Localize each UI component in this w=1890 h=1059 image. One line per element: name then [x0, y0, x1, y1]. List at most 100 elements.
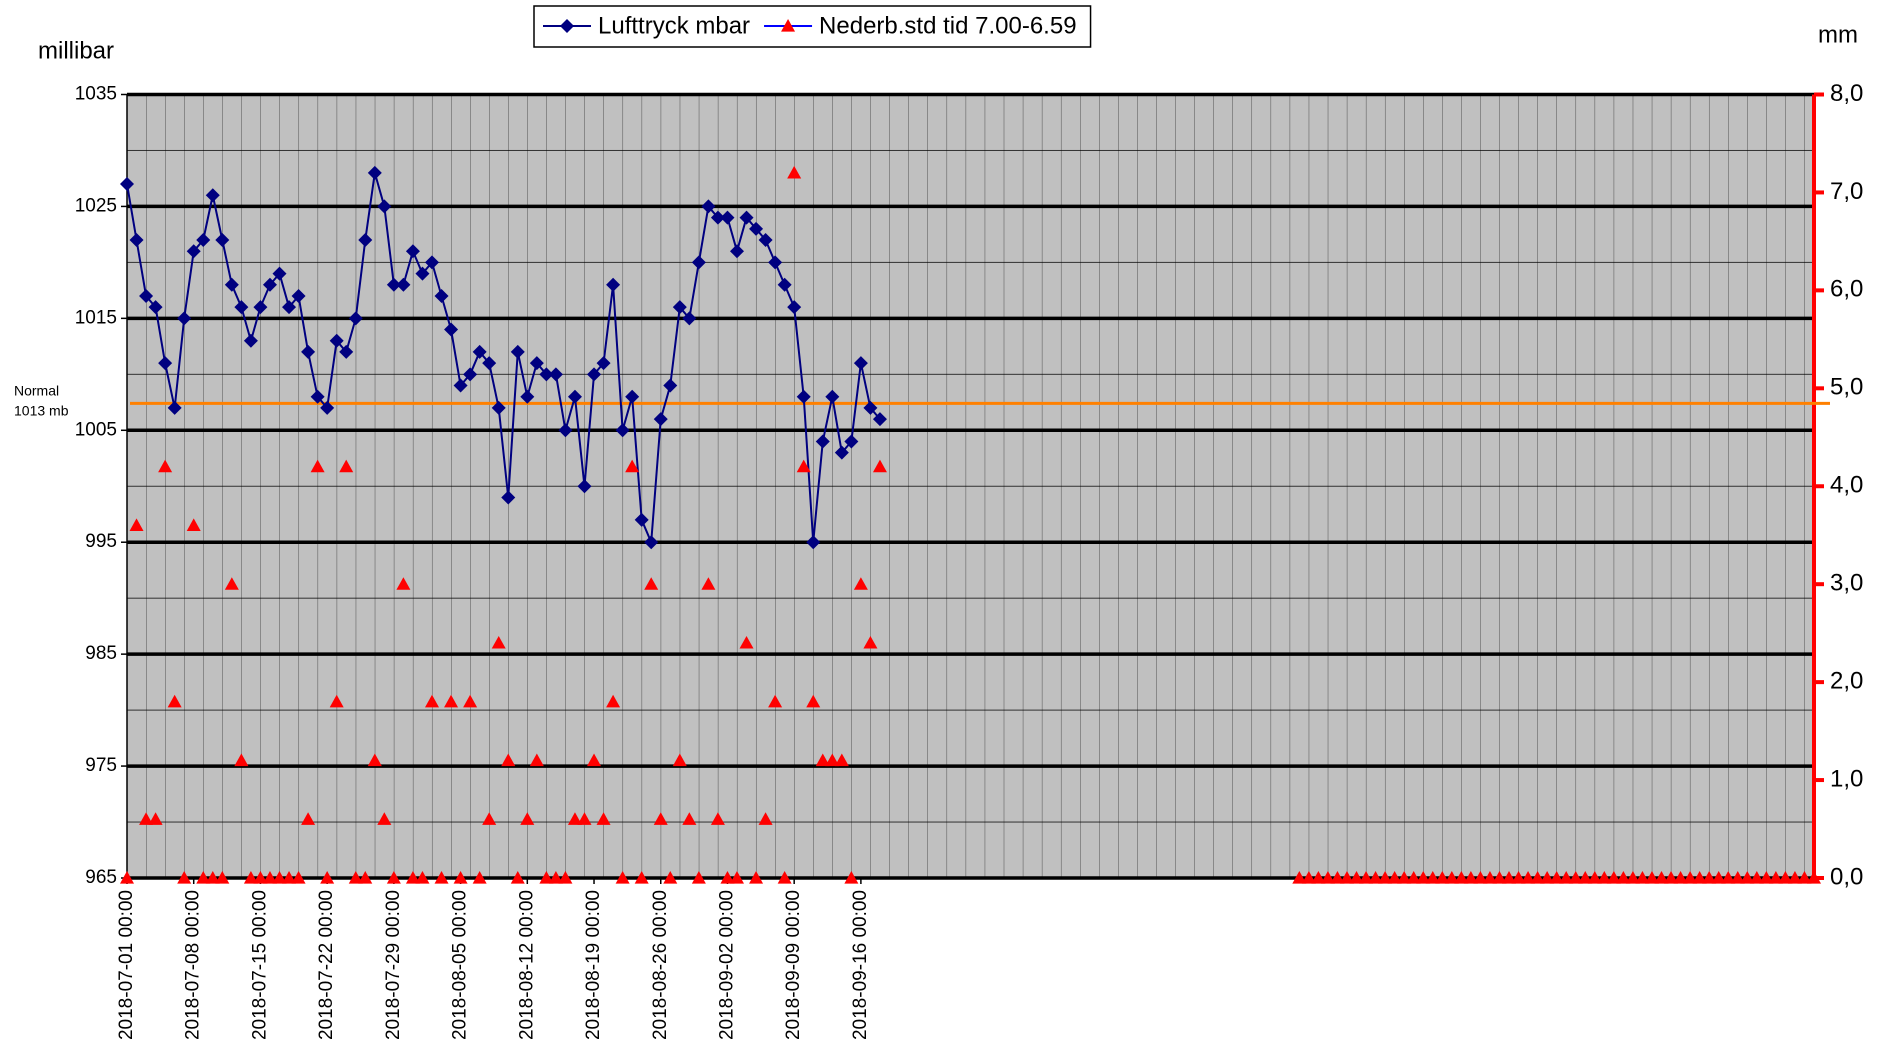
triangle-marker: [129, 518, 144, 532]
y-tick-label: 985: [85, 643, 117, 664]
triangle-marker: [1559, 871, 1574, 884]
diamond-marker: [405, 244, 420, 259]
triangle-marker: [1444, 871, 1459, 884]
triangle-marker: [1578, 871, 1593, 884]
triangle-marker: [215, 871, 230, 884]
triangle-marker: [196, 871, 211, 884]
diamond-marker: [396, 277, 411, 292]
triangle-marker: [310, 459, 325, 473]
triangle-marker: [825, 753, 840, 767]
triangle-marker: [701, 577, 716, 590]
triangle-marker: [644, 577, 659, 590]
triangle-marker: [729, 871, 744, 884]
diamond-marker: [291, 288, 306, 303]
triangle-marker: [358, 871, 373, 884]
triangle-marker: [606, 694, 621, 708]
diamond-marker: [186, 244, 201, 259]
x-tick-label: 2018-09-16 00:00: [850, 890, 871, 1040]
diamond-marker: [615, 423, 630, 438]
y-tick-label: 1025: [75, 195, 117, 216]
triangle-marker: [320, 871, 335, 884]
triangle-marker: [1692, 871, 1707, 884]
triangle-marker: [787, 165, 802, 179]
triangle-marker: [434, 871, 449, 884]
triangle-marker: [1387, 871, 1402, 884]
triangle-marker: [691, 871, 706, 884]
diamond-marker: [701, 199, 716, 214]
triangle-marker: [472, 871, 487, 884]
triangle-marker: [682, 812, 697, 825]
triangle-marker: [272, 871, 287, 884]
diamond-marker: [710, 210, 725, 225]
triangle-marker: [1425, 871, 1440, 884]
diamond-marker: [482, 356, 497, 371]
y2-tick-label: 1,0: [1830, 765, 1863, 792]
diamond-marker: [272, 266, 287, 281]
triangle-marker: [1330, 871, 1345, 884]
triangle-marker: [806, 694, 821, 708]
y2-tick-label: 3,0: [1830, 570, 1863, 597]
diamond-marker: [472, 344, 487, 359]
triangle-marker: [739, 635, 754, 649]
diamond-marker: [720, 210, 735, 225]
triangle-marker: [1349, 871, 1364, 884]
triangle-marker: [1482, 871, 1497, 884]
triangle-marker: [1549, 871, 1564, 884]
diamond-marker: [567, 389, 582, 404]
diamond-marker: [749, 221, 764, 236]
triangle-marker: [1320, 871, 1335, 884]
diamond-marker: [644, 535, 659, 550]
diamond-marker: [739, 210, 754, 225]
triangle-marker: [1606, 871, 1621, 884]
triangle-marker: [1768, 871, 1783, 884]
y-tick-label: 1015: [75, 307, 117, 328]
triangle-marker: [405, 871, 420, 884]
triangle-marker: [1730, 871, 1745, 884]
triangle-marker: [1339, 871, 1354, 884]
triangle-marker: [282, 871, 297, 884]
triangle-marker: [653, 812, 668, 825]
y-tick-label: 1035: [75, 84, 117, 105]
triangle-marker: [872, 459, 887, 473]
triangle-marker: [1540, 871, 1555, 884]
y2-tick-label: 4,0: [1830, 472, 1863, 499]
y2-axis-label: mm: [1818, 21, 1858, 48]
triangle-marker: [1530, 871, 1545, 884]
triangle-marker: [1454, 871, 1469, 884]
diamond-marker: [672, 300, 687, 315]
triangle-marker: [291, 871, 306, 884]
x-tick-label: 2018-08-12 00:00: [516, 890, 537, 1040]
diamond-marker: [348, 311, 363, 326]
diamond-marker: [444, 322, 459, 337]
diamond-marker: [282, 300, 297, 315]
diamond-marker: [148, 300, 163, 315]
x-tick-label: 2018-08-26 00:00: [650, 890, 671, 1040]
diamond-marker: [205, 188, 220, 203]
y-tick-label: 1005: [75, 419, 117, 440]
triangle-marker: [491, 635, 506, 649]
diamond-marker: [224, 277, 239, 292]
x-tick-label: 2018-09-02 00:00: [716, 890, 737, 1040]
triangle-marker: [815, 753, 830, 767]
triangle-marker: [663, 871, 678, 884]
triangle-marker: [720, 871, 735, 884]
triangle-marker: [1807, 871, 1821, 884]
triangle-marker: [1416, 871, 1431, 884]
triangle-marker: [567, 812, 582, 825]
triangle-marker: [1635, 871, 1650, 884]
triangle-marker: [796, 459, 811, 473]
diamond-marker: [386, 277, 401, 292]
triangle-marker: [158, 459, 173, 473]
diamond-marker: [510, 344, 525, 359]
diamond-marker: [691, 255, 706, 270]
diamond-marker: [682, 311, 697, 326]
y2-tick-label: 0,0: [1830, 863, 1863, 890]
legend: [533, 5, 1092, 48]
diamond-marker: [120, 177, 134, 192]
triangle-marker: [520, 812, 535, 825]
diamond-marker: [529, 356, 544, 371]
triangle-marker: [1473, 871, 1488, 884]
diamond-marker: [796, 389, 811, 404]
triangle-marker: [1521, 871, 1536, 884]
